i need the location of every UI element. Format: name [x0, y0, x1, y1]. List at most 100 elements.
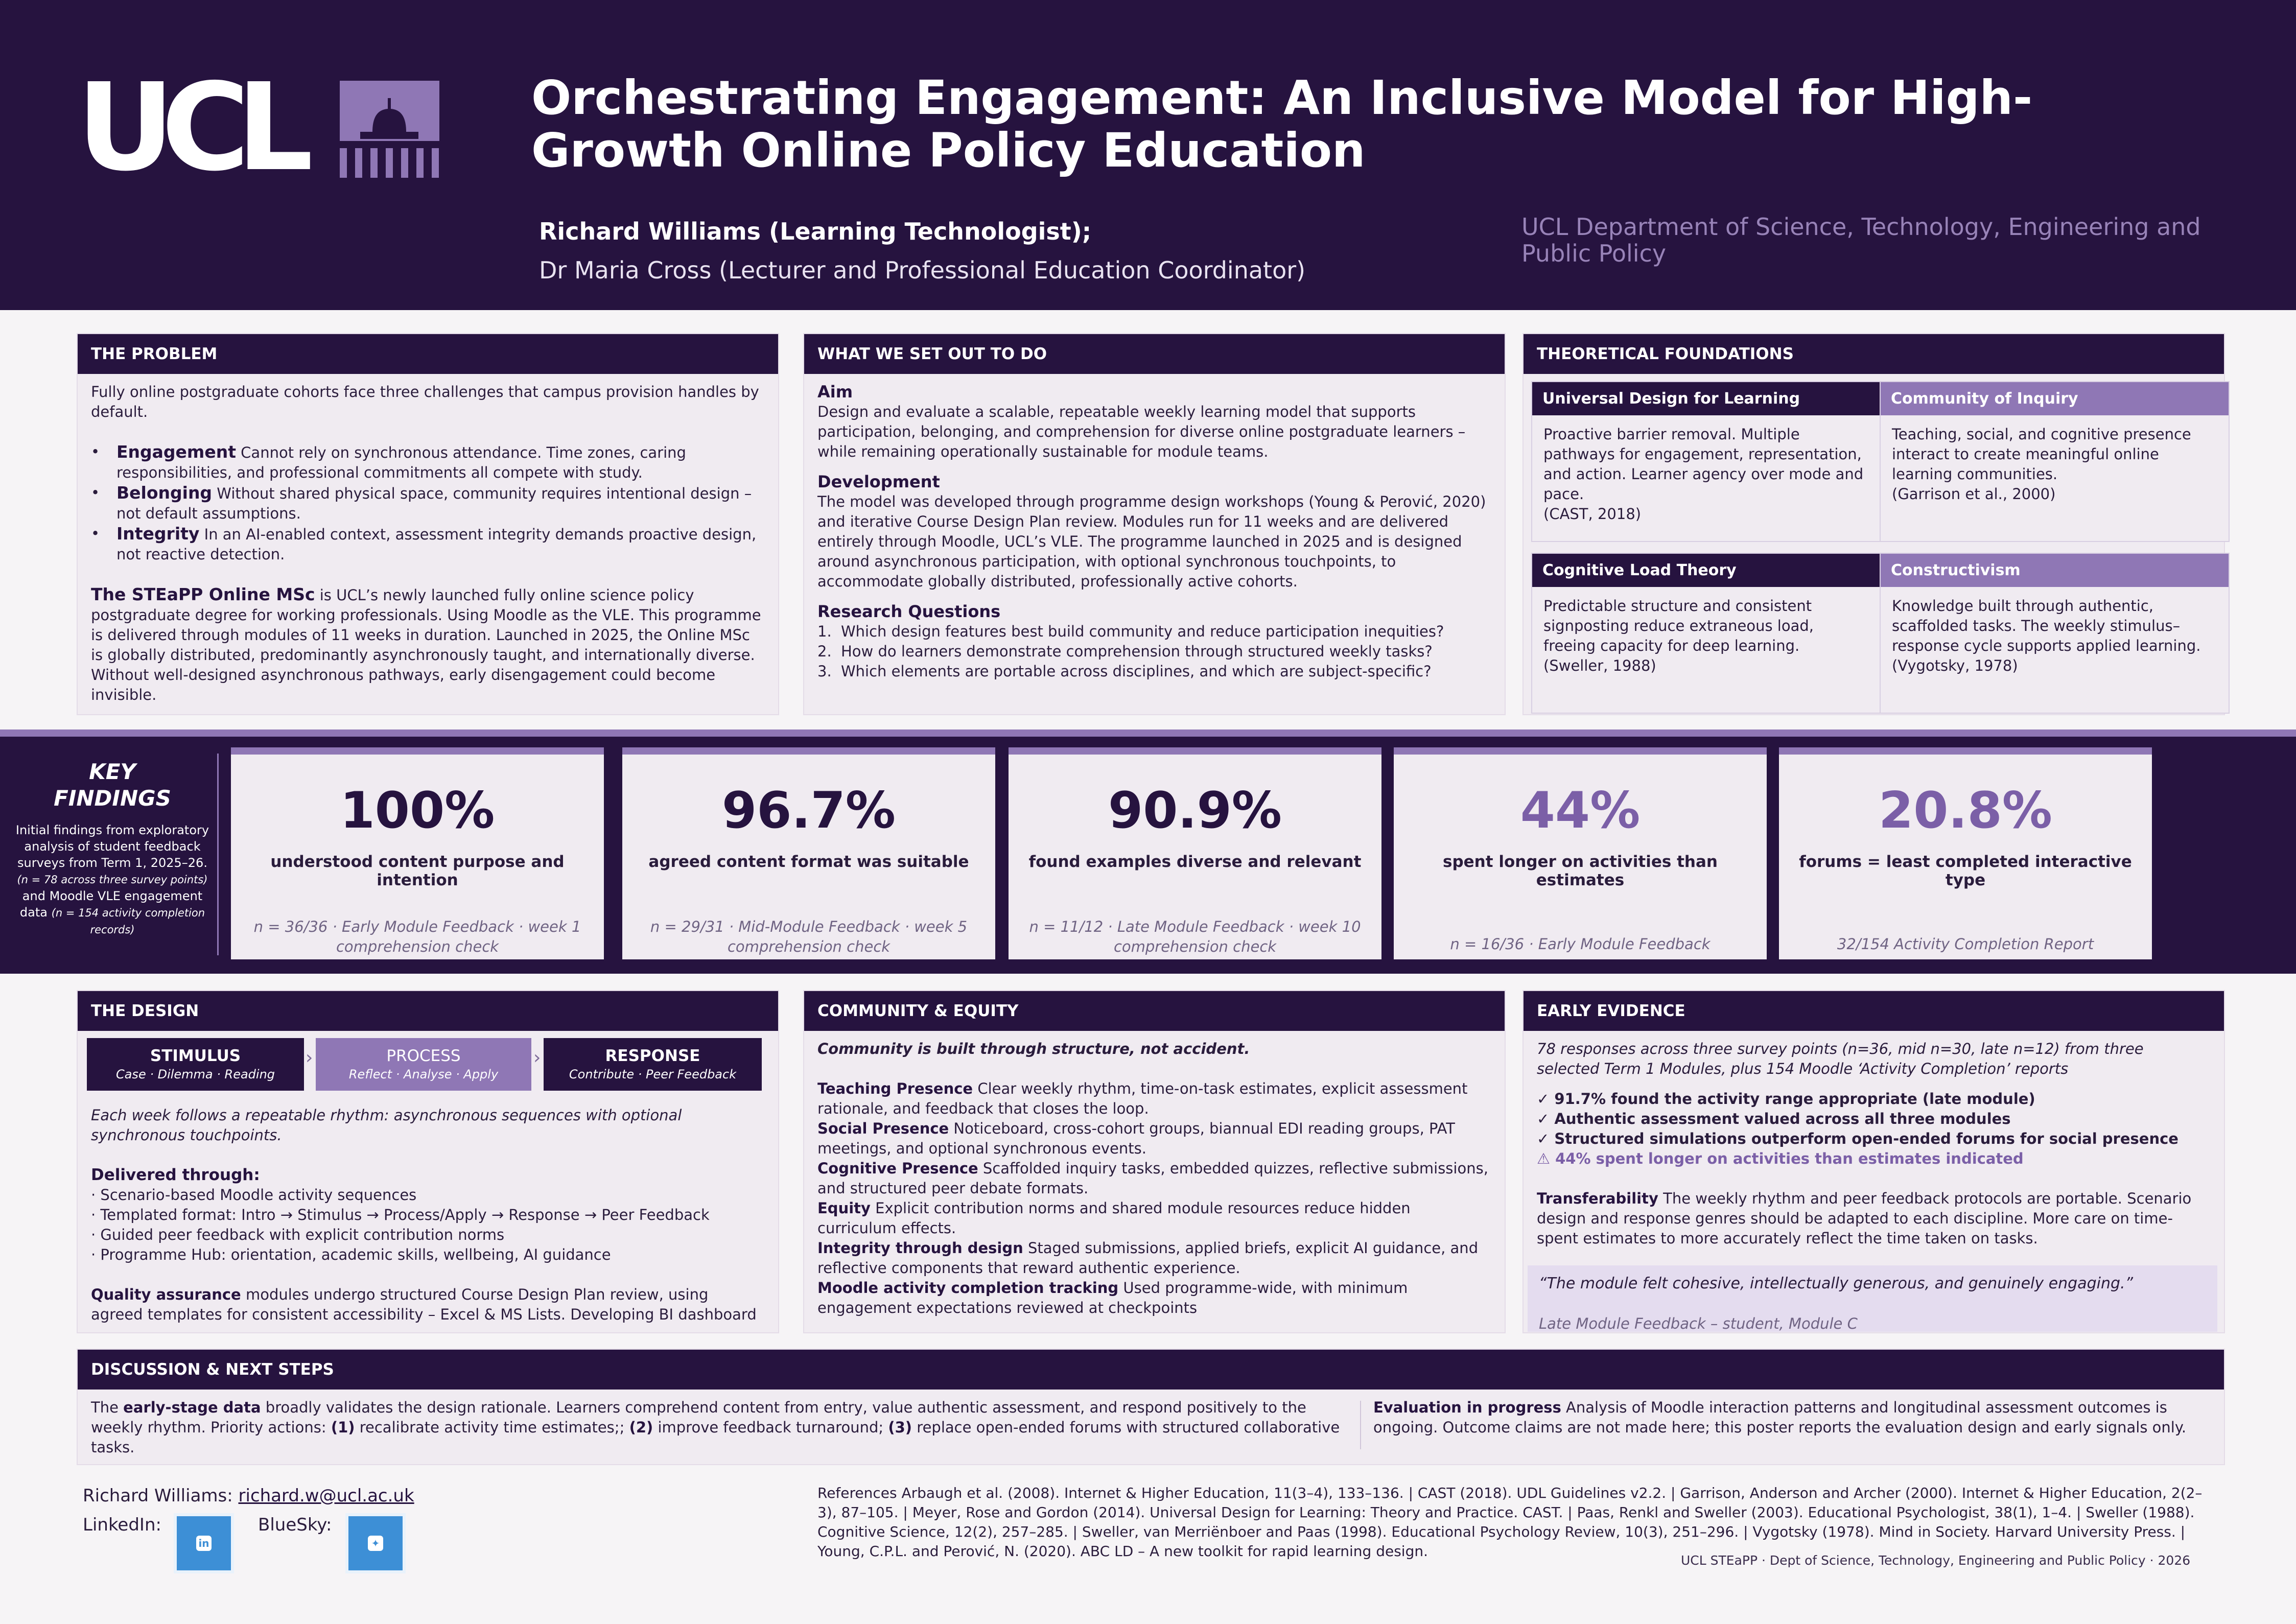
- foundations-heading: THEORETICAL FOUNDATIONS: [1524, 334, 2224, 374]
- finding-source: n = 11/12 · Late Module Feedback · week …: [1029, 918, 1361, 955]
- list-item: 3. Which elements are portable across dis…: [817, 663, 1432, 680]
- finding-card: 96.7% agreed content format was suitable…: [622, 747, 995, 959]
- list-item: 2. How do learners demonstrate comprehens…: [817, 643, 1433, 660]
- list-item: Teaching Presence Clear weekly rhythm, t…: [817, 1080, 1468, 1117]
- list-item: · Scenario-based Moodle activity sequenc…: [91, 1186, 417, 1204]
- finding-label: agreed content format was suitable: [648, 853, 969, 871]
- foundation-cite: (Garrison et al., 2000): [1892, 485, 2056, 503]
- evidence-check: ✓ 91.7% found the activity range appropr…: [1537, 1090, 2035, 1108]
- problem-heading: THE PROBLEM: [78, 334, 778, 374]
- development-title: Development: [817, 472, 940, 491]
- bluesky-icon: ✦: [368, 1536, 383, 1551]
- response-step: RESPONSE Contribute · Peer Feedback: [544, 1038, 762, 1091]
- research-questions: 1. Which design features best build commu…: [817, 622, 1491, 681]
- steapp-description: The STEaPP Online MSc is UCL’s newly lau…: [91, 584, 761, 703]
- quality-assurance: Quality assurance modules undergo struct…: [91, 1286, 757, 1323]
- key-findings-description: Initial findings from exploratory analys…: [15, 823, 209, 936]
- foundation-text: Predictable structure and consistent sig…: [1543, 597, 1814, 654]
- author-secondary: Dr Maria Cross (Lecturer and Professiona…: [539, 256, 1306, 284]
- problem-intro: Fully online postgraduate cohorts face t…: [91, 383, 759, 420]
- bluesky-label: BlueSky:: [258, 1515, 332, 1535]
- evidence-intro: 78 responses across three survey points …: [1537, 1040, 2144, 1077]
- finding-source: n = 16/36 · Early Module Feedback: [1450, 935, 1711, 953]
- foundation-box: Cognitive Load Theory Predictable struct…: [1531, 553, 1881, 714]
- finding-source: n = 36/36 · Early Module Feedback · week…: [253, 918, 581, 955]
- development-text: The model was developed through programm…: [817, 493, 1486, 590]
- finding-source: n = 29/31 · Mid-Module Feedback · week 5…: [650, 918, 968, 955]
- stimulus-step: STIMULUS Case · Dilemma · Reading: [87, 1038, 304, 1091]
- poster-title: Orchestrating Engagement: An Inclusive M…: [531, 70, 2033, 178]
- email-link[interactable]: richard.w@ucl.ac.uk: [238, 1486, 414, 1506]
- foundation-box: Constructivism Knowledge built through a…: [1880, 553, 2230, 714]
- transferability: Transferability The weekly rhythm and pe…: [1537, 1190, 2192, 1247]
- student-quote: “The module felt cohesive, intellectuall…: [1528, 1265, 2217, 1332]
- setout-heading: WHAT WE SET OUT TO DO: [804, 334, 1505, 374]
- finding-label: spent longer on activities than estimate…: [1443, 853, 1718, 889]
- header-banner: UCL Orchestrating Engagement: An Inclusi…: [0, 0, 2296, 310]
- foundation-cite: (Sweller, 1988): [1543, 657, 1656, 674]
- list-item: Cognitive Presence Scaffolded inquiry ta…: [817, 1160, 1488, 1197]
- divider: [1360, 1401, 1361, 1449]
- finding-card: 20.8% forums = least completed interacti…: [1779, 747, 2152, 959]
- list-item: Integrity through design Staged submissi…: [817, 1239, 1479, 1277]
- list-item: · Templated format: Intro → Stimulus → P…: [91, 1206, 710, 1223]
- ucl-logo: UCL: [77, 67, 439, 188]
- linkedin-icon: in: [196, 1536, 212, 1551]
- department: UCL Department of Science, Technology, E…: [1521, 213, 2201, 267]
- discussion-heading: DISCUSSION & NEXT STEPS: [78, 1350, 2224, 1390]
- quote-attribution: Late Module Feedback – student, Module C: [1539, 1315, 1858, 1332]
- linkedin-label: LinkedIn:: [83, 1515, 161, 1535]
- delivered-title: Delivered through:: [91, 1166, 260, 1184]
- finding-source: 32/154 Activity Completion Report: [1837, 935, 2094, 953]
- list-item: Moodle activity completion tracking Used…: [817, 1279, 1408, 1316]
- finding-card: 100% understood content purpose and inte…: [231, 747, 604, 959]
- research-questions-title: Research Questions: [817, 602, 1001, 621]
- foundation-box: Universal Design for Learning Proactive …: [1531, 381, 1881, 542]
- foundation-text: Proactive barrier removal. Multiple path…: [1543, 426, 1864, 503]
- community-lead: Community is built through structure, no…: [817, 1040, 1250, 1057]
- evidence-warning: ⚠ 44% spent longer on activities than es…: [1537, 1150, 2024, 1167]
- design-rhythm: Each week follows a repeatable rhythm: a…: [91, 1107, 682, 1144]
- foundation-title: Constructivism: [1881, 554, 2229, 587]
- foundation-title: Cognitive Load Theory: [1532, 554, 1880, 587]
- finding-label: understood content purpose and intention: [270, 853, 565, 889]
- evidence-check: ✓ Structured simulations outperform open…: [1537, 1130, 2178, 1147]
- foundation-box: Community of Inquiry Teaching, social, a…: [1880, 381, 2230, 542]
- linkedin-qr-code[interactable]: in: [174, 1513, 234, 1573]
- bluesky-qr-code[interactable]: ✦: [345, 1513, 406, 1573]
- foundation-text: Knowledge built through authentic, scaff…: [1892, 597, 2201, 654]
- contact: Richard Williams: richard.w@ucl.ac.uk: [83, 1486, 414, 1506]
- band-accent: [0, 729, 2296, 737]
- foundation-cite: (CAST, 2018): [1543, 505, 1642, 523]
- list-item: · Guided peer feedback with explicit con…: [91, 1226, 505, 1243]
- evidence-heading: EARLY EVIDENCE: [1524, 991, 2224, 1031]
- evaluation-text: Evaluation in progress Analysis of Moodl…: [1373, 1399, 2187, 1436]
- evidence-check: ✓ Authentic assessment valued across all…: [1537, 1110, 2011, 1127]
- key-findings-label: KEY FINDINGS Initial findings from explo…: [10, 759, 215, 938]
- list-item: Social Presence Noticeboard, cross-cohor…: [817, 1120, 1455, 1157]
- problem-bullets: Engagement Cannot rely on synchronous at…: [91, 442, 765, 564]
- setout-panel: WHAT WE SET OUT TO DO Aim Design and eva…: [803, 333, 1506, 715]
- process-step: PROCESS Reflect · Analyse · Apply: [316, 1038, 531, 1091]
- design-heading: THE DESIGN: [78, 991, 778, 1031]
- community-heading: COMMUNITY & EQUITY: [804, 991, 1505, 1031]
- finding-value: 20.8%: [1879, 782, 2052, 840]
- finding-label: forums = least completed interactive typ…: [1799, 853, 2132, 889]
- finding-value: 96.7%: [722, 782, 896, 840]
- arrow-right-icon: ›: [533, 1047, 541, 1068]
- aim-title: Aim: [817, 382, 853, 402]
- colophon: UCL STEaPP · Dept of Science, Technology…: [1681, 1553, 2191, 1568]
- author-primary: Richard Williams (Learning Technologist)…: [539, 218, 1092, 245]
- list-item: Integrity In an AI-enabled context, asse…: [91, 524, 765, 564]
- foundation-title: Community of Inquiry: [1881, 382, 2229, 415]
- foundations-panel: THEORETICAL FOUNDATIONS Universal Design…: [1522, 333, 2230, 715]
- list-item: · Programme Hub: orientation, academic s…: [91, 1246, 611, 1263]
- list-item: Belonging Without shared physical space,…: [91, 483, 765, 524]
- arrow-right-icon: ›: [306, 1047, 313, 1068]
- finding-label: found examples diverse and relevant: [1028, 853, 1362, 871]
- foundation-text: Teaching, social, and cognitive presence…: [1892, 426, 2191, 483]
- foundation-cite: (Vygotsky, 1978): [1892, 657, 2018, 674]
- authors: Richard Williams (Learning Technologist)…: [539, 212, 1305, 290]
- list-item: Engagement Cannot rely on synchronous at…: [91, 442, 765, 483]
- discussion-text: The early-stage data broadly validates t…: [91, 1399, 1340, 1456]
